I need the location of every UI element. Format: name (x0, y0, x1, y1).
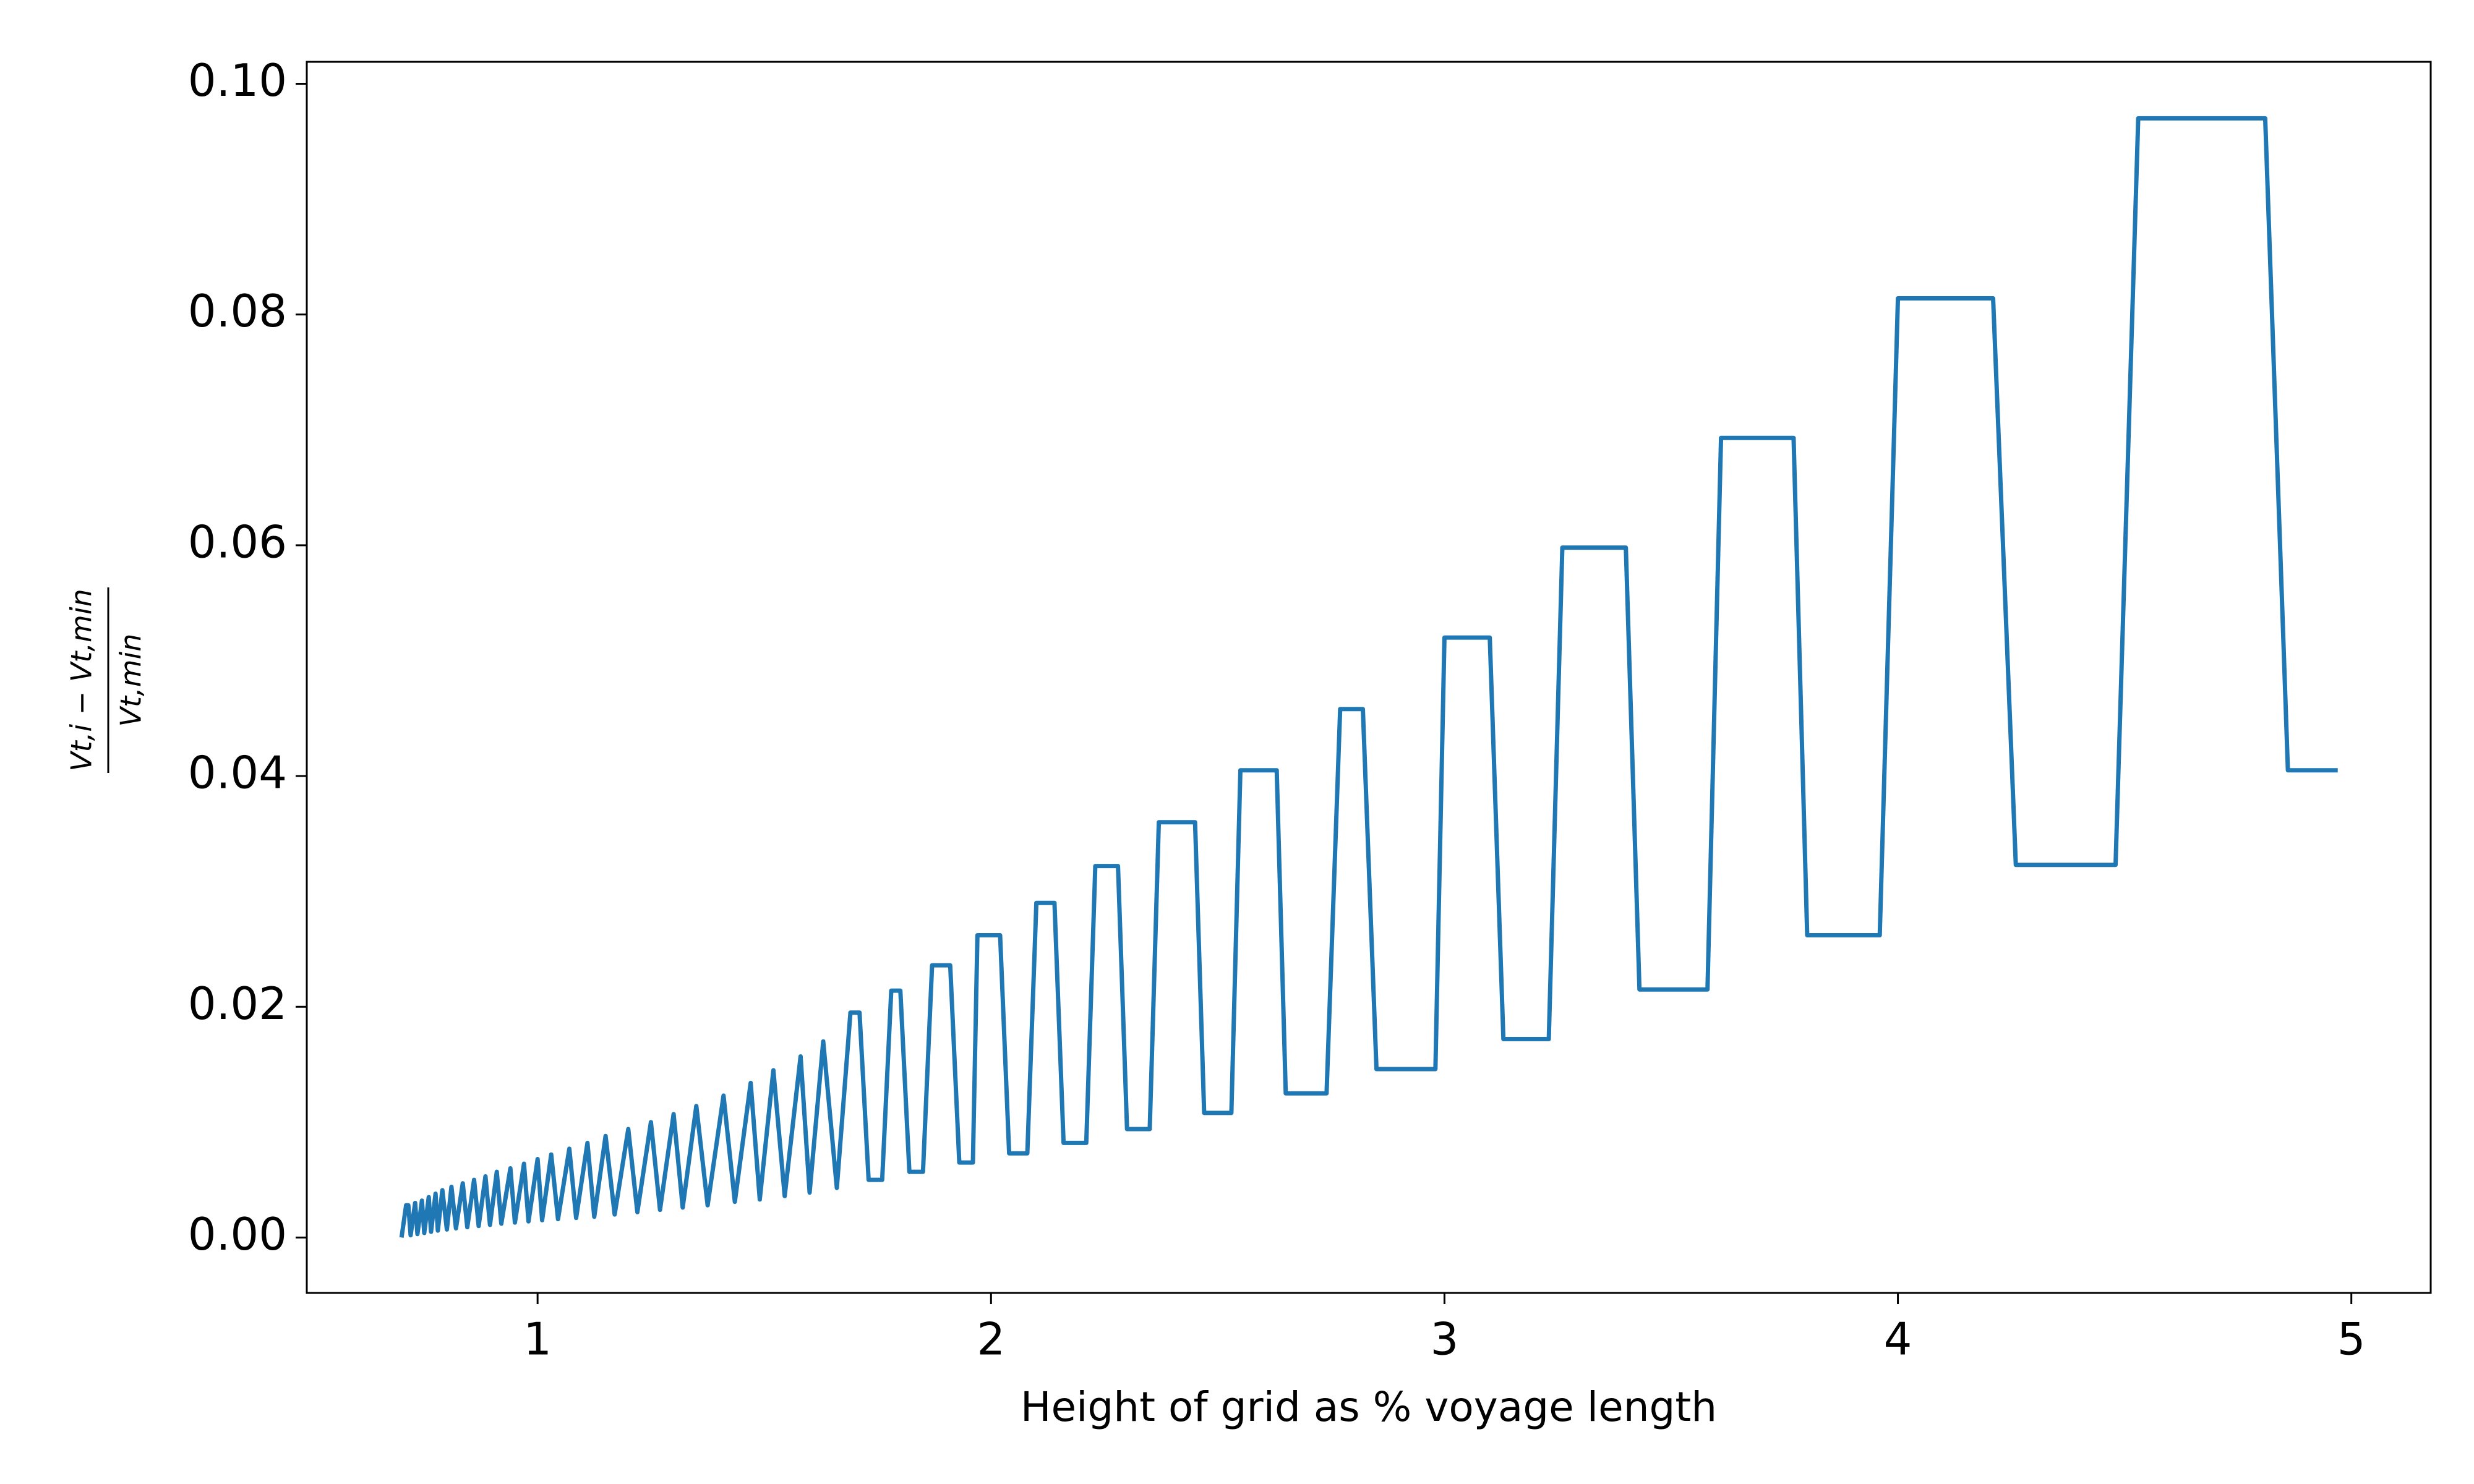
y-tick-label: 0.04 (188, 747, 287, 799)
y-tick-label: 0.06 (188, 516, 287, 568)
y-axis-label: Vt,i − Vt,min Vt,min (65, 587, 148, 773)
y-label-denominator: Vt,min (114, 634, 148, 727)
data-line (399, 116, 2338, 1238)
y-tick-label: 0.08 (188, 285, 287, 337)
x-tick-label: 5 (2337, 1313, 2366, 1365)
y-tick-label: 0.00 (188, 1208, 287, 1260)
x-axis-label: Height of grid as % voyage length (1021, 1383, 1717, 1431)
plot-frame (306, 61, 2432, 1294)
y-label-numerator: Vt,i − Vt,min (65, 589, 98, 772)
y-tick-label: 0.10 (188, 54, 287, 106)
x-tick-label: 1 (523, 1313, 552, 1365)
y-tick-label: 0.02 (188, 978, 287, 1030)
x-tick-label: 2 (977, 1313, 1005, 1365)
x-tick-label: 3 (1431, 1313, 1459, 1365)
x-tick-label: 4 (1884, 1313, 1912, 1365)
